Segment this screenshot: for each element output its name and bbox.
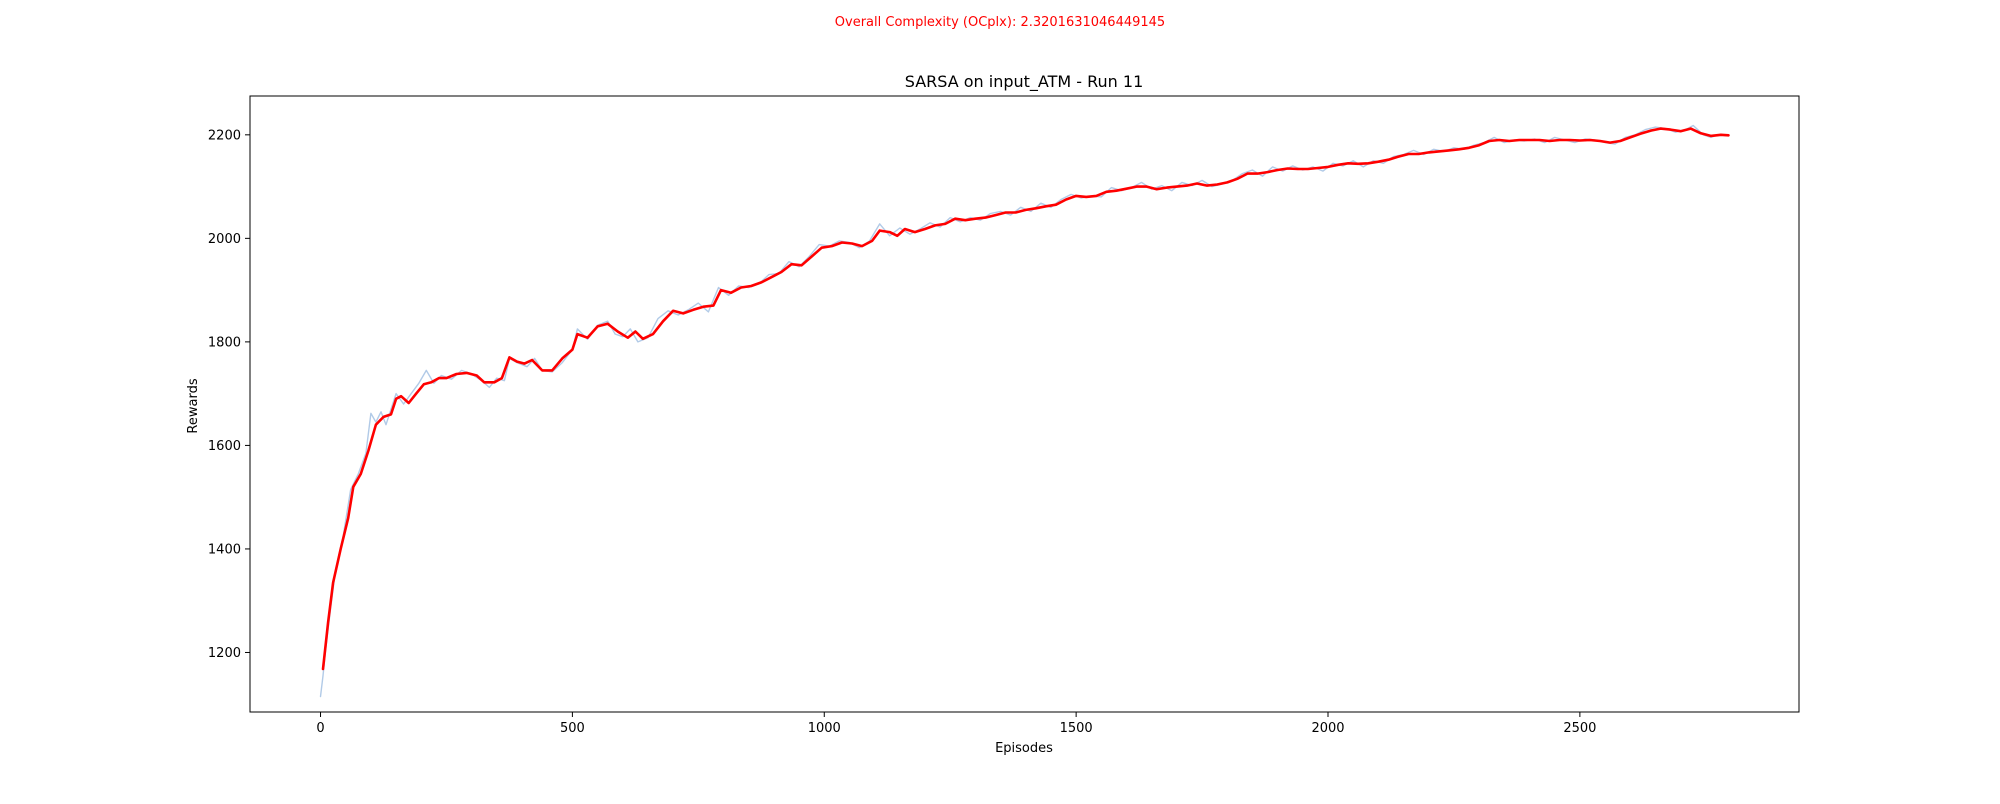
chart-title: SARSA on input_ATM - Run 11 (905, 72, 1144, 92)
complexity-annotation: Overall Complexity (OCplx): 2.3201631046… (835, 15, 1165, 30)
x-tick-label: 1000 (808, 721, 841, 736)
smoothed-reward-line (321, 127, 1730, 671)
y-axis-label: Rewards (186, 378, 201, 433)
x-tick-label: 500 (560, 721, 585, 736)
x-tick-label: 2000 (1311, 721, 1344, 736)
series-layer (319, 124, 1730, 698)
x-tick-label: 1500 (1060, 721, 1093, 736)
plot-area-frame (249, 95, 1800, 713)
y-tick-label: 1400 (208, 542, 241, 557)
x-tick-label: 0 (316, 721, 324, 736)
x-axis-label: Episodes (995, 741, 1053, 756)
y-tick-label: 1800 (208, 335, 241, 350)
y-tick-label: 1200 (208, 646, 241, 661)
x-tick-label: 2500 (1563, 721, 1596, 736)
y-axis: 1200 1400 1600 1800 2000 2200 (208, 128, 250, 661)
y-tick-label: 1600 (208, 439, 241, 454)
x-axis: 0 500 1000 1500 2000 2500 (316, 712, 1596, 736)
y-tick-label: 2000 (208, 232, 241, 247)
y-tick-label: 2200 (208, 128, 241, 143)
